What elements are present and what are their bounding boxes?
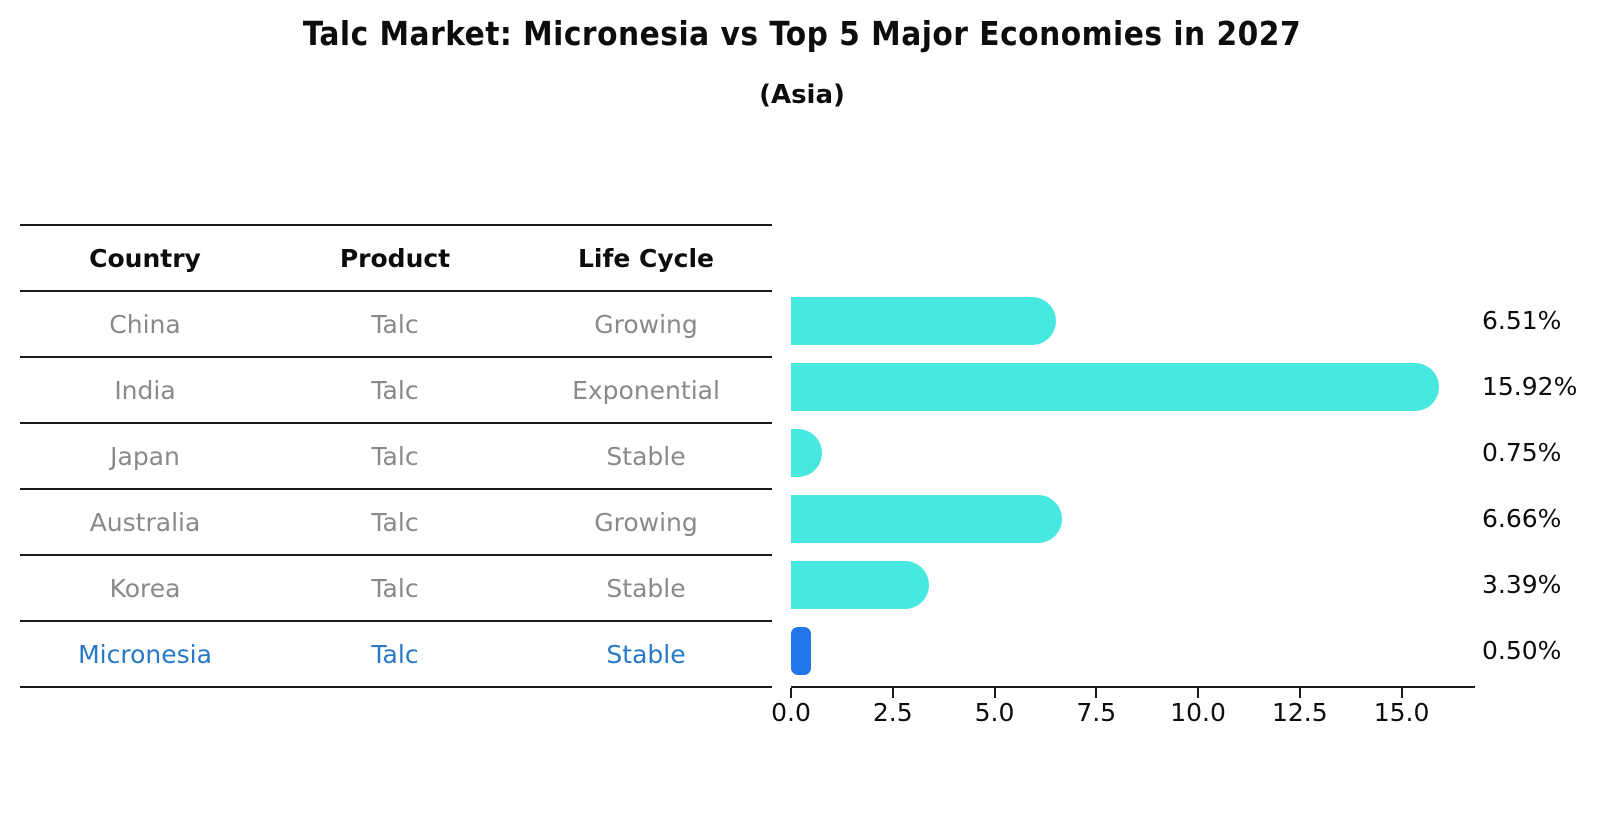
country-table: Country Product Life Cycle China Talc Gr…: [20, 224, 772, 688]
bar-india: [791, 363, 1439, 411]
country-cell: Australia: [89, 507, 201, 537]
x-axis-tick-label: 7.5: [1076, 698, 1117, 727]
bar-china: [791, 297, 1056, 345]
chart-title: Talc Market: Micronesia vs Top 5 Major E…: [302, 14, 1302, 53]
life-cycle-cell: Exponential: [572, 375, 720, 405]
value-label-micronesia: 0.50%: [1482, 636, 1562, 665]
value-label-korea: 3.39%: [1482, 570, 1562, 599]
x-axis-tick-label: 10.0: [1170, 698, 1226, 727]
product-cell: Talc: [371, 507, 419, 537]
x-axis-tick: [993, 688, 996, 698]
header-country: Country: [89, 243, 201, 273]
country-cell: Korea: [109, 573, 181, 603]
x-axis-tick-label: 0.0: [771, 698, 811, 727]
value-label-china: 6.51%: [1482, 306, 1562, 335]
product-cell: Talc: [371, 639, 419, 669]
x-axis-tick: [1197, 688, 1200, 698]
table-row-japan: Japan Talc Stable: [20, 424, 772, 490]
x-axis-tick-label: 12.5: [1271, 698, 1328, 727]
table-row-india: India Talc Exponential: [20, 358, 772, 424]
bar-australia: [791, 495, 1063, 543]
life-cycle-cell: Stable: [606, 441, 686, 471]
header-product: Product: [339, 243, 451, 273]
life-cycle-cell: Stable: [606, 573, 686, 603]
life-cycle-cell: Stable: [606, 639, 686, 669]
life-cycle-cell: Growing: [594, 309, 698, 339]
table-row-australia: Australia Talc Growing: [20, 490, 772, 556]
country-cell: Japan: [110, 441, 180, 471]
x-axis-tick-label: 15.0: [1373, 698, 1430, 727]
chart-subtitle: (Asia): [759, 80, 845, 110]
x-axis-tick: [1095, 688, 1098, 698]
x-axis-tick: [790, 688, 792, 698]
table-header-row: Country Product Life Cycle: [20, 224, 772, 292]
country-cell: Micronesia: [78, 639, 212, 669]
value-label-australia: 6.66%: [1482, 504, 1562, 533]
table-row-korea: Korea Talc Stable: [20, 556, 772, 622]
x-axis-tick: [1298, 688, 1301, 698]
x-axis-tick-label: 5.0: [974, 698, 1015, 727]
x-axis-tick: [891, 688, 894, 698]
value-label-india: 15.92%: [1482, 372, 1578, 401]
x-axis-spine: [791, 686, 1475, 688]
bar-micronesia: [791, 627, 812, 675]
country-cell: India: [114, 375, 176, 405]
country-cell: China: [109, 309, 181, 339]
bar-japan: [791, 429, 822, 477]
product-cell: Talc: [371, 309, 419, 339]
header-life-cycle: Life Cycle: [577, 243, 715, 273]
table-row-china: China Talc Growing: [20, 292, 772, 358]
bar-korea: [791, 561, 929, 609]
life-cycle-cell: Growing: [594, 507, 698, 537]
x-axis-tick-label: 2.5: [872, 698, 913, 727]
value-label-japan: 0.75%: [1482, 438, 1562, 467]
product-cell: Talc: [371, 375, 419, 405]
product-cell: Talc: [371, 573, 419, 603]
table-row-micronesia: Micronesia Talc Stable: [20, 622, 772, 688]
x-axis-tick: [1400, 688, 1403, 698]
product-cell: Talc: [371, 441, 419, 471]
